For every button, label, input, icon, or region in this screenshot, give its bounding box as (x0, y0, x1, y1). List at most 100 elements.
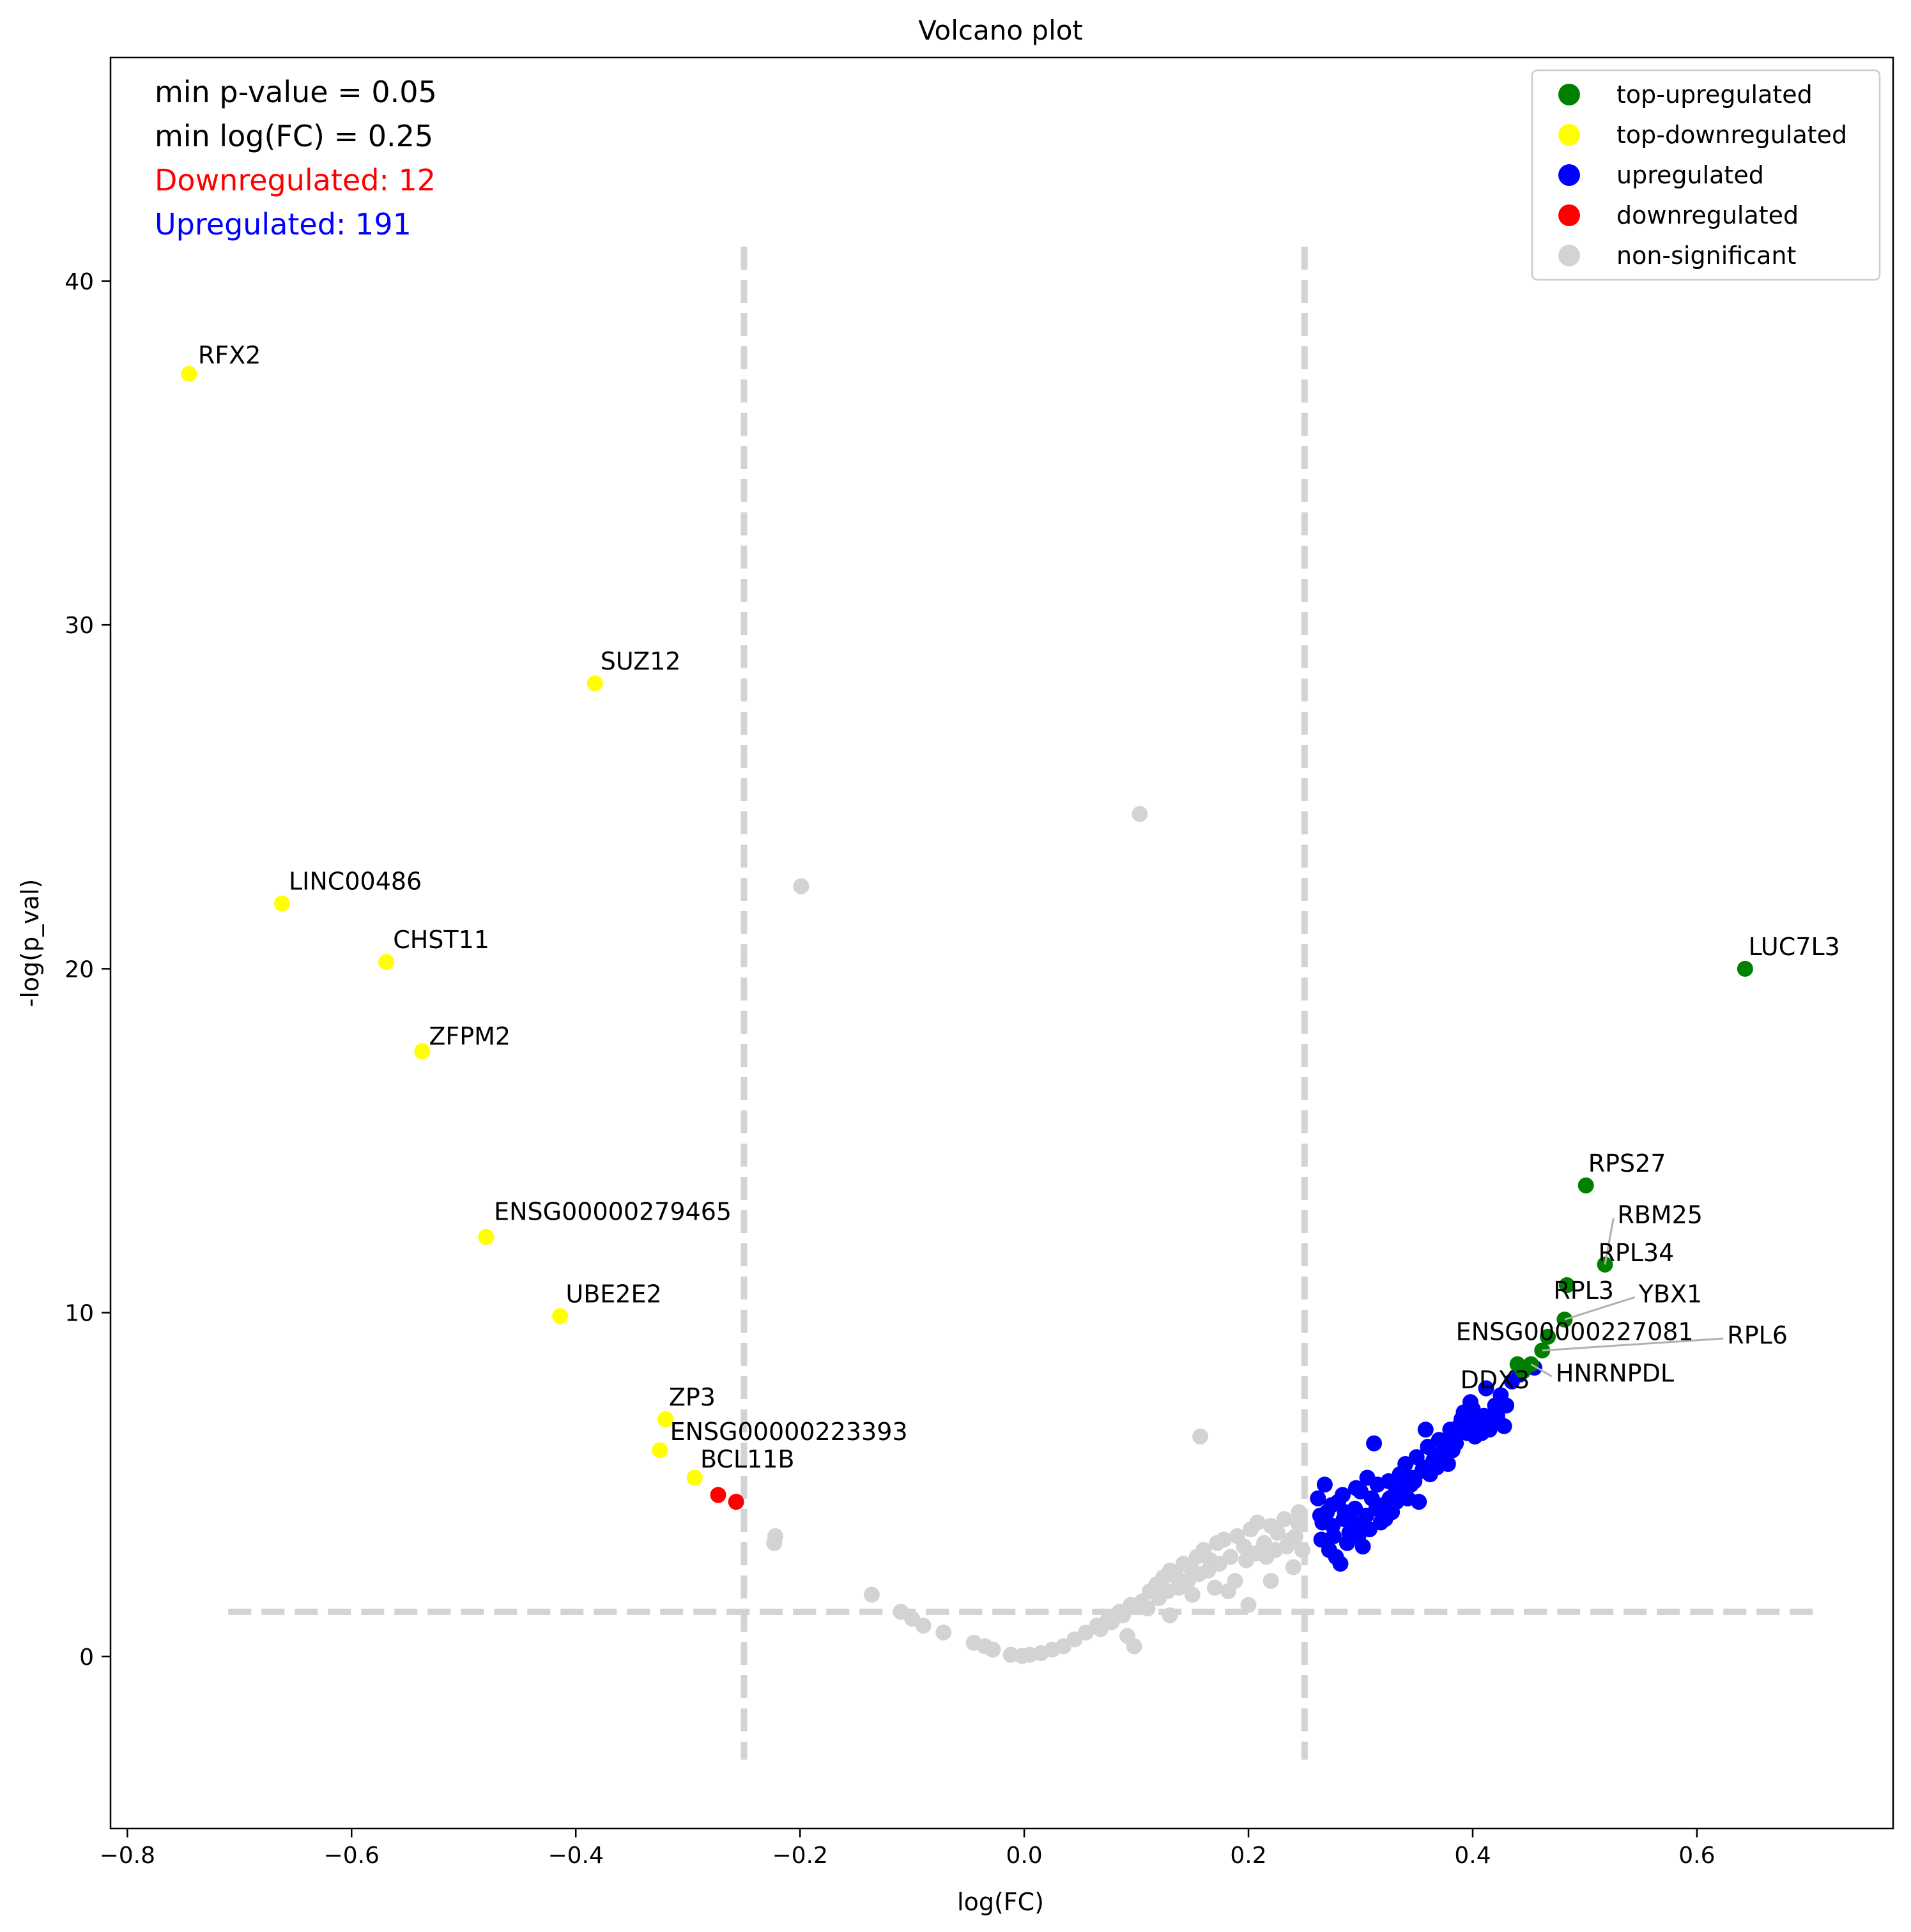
stats-annotations: min p-value = 0.05 min log(FC) = 0.25 Do… (155, 75, 437, 241)
point-top-downregulated-9 (686, 1469, 703, 1486)
legend-marker-top-upregulated (1558, 84, 1580, 105)
point-top-downregulated-4 (414, 1043, 431, 1060)
point-non-significant-0 (1132, 806, 1148, 822)
point-upregulated-55 (1411, 1494, 1427, 1510)
leader-line-rpl6 (1542, 1337, 1724, 1352)
x-axis-label: log(FC) (957, 1888, 1044, 1916)
point-upregulated-45 (1355, 1538, 1371, 1555)
legend: top-upregulated top-downregulated upregu… (1531, 69, 1881, 281)
point-label-zfpm2: ZFPM2 (429, 1022, 510, 1050)
point-upregulated-47 (1366, 1435, 1383, 1452)
annotation-min-logfc: min log(FC) = 0.25 (155, 119, 433, 153)
point-label-rps27: RPS27 (1588, 1149, 1666, 1177)
leader-line-hnrnpdl (1530, 1363, 1553, 1377)
point-label-rfx2: RFX2 (198, 341, 261, 369)
point-non-significant-75 (1262, 1572, 1279, 1589)
point-non-significant-77 (1291, 1504, 1307, 1521)
point-non-significant-12 (985, 1641, 1001, 1658)
point-label-ensg00000279465: ENSG00000279465 (494, 1197, 732, 1225)
point-label-hnrnpdl: HNRNPDL (1556, 1359, 1674, 1387)
point-non-significant-66 (1287, 1528, 1304, 1544)
legend-entry-top-downregulated: top-downregulated (1558, 121, 1847, 149)
point-upregulated-0 (1478, 1380, 1494, 1397)
point-upregulated-60 (1439, 1455, 1456, 1472)
point-label-zp3: ZP3 (669, 1383, 716, 1411)
point-non-significant-8 (915, 1617, 932, 1634)
y-tick-label-0: 0 (79, 1644, 94, 1671)
point-upregulated-76 (1312, 1507, 1328, 1524)
legend-label-top-downregulated: top-downregulated (1616, 121, 1847, 149)
point-non-significant-43 (1249, 1514, 1266, 1531)
point-label-suz12: SUZ12 (601, 647, 681, 675)
point-non-significant-46 (1270, 1524, 1286, 1541)
point-upregulated-66 (1473, 1425, 1490, 1441)
x-tick-label-0-6: −0.6 (324, 1843, 380, 1869)
x-tick-label-0-4: 0.4 (1454, 1843, 1491, 1869)
x-tick-label-0-8: −0.8 (100, 1843, 155, 1869)
leader-lines (1530, 1218, 1724, 1377)
x-tick-label-0-6: 0.6 (1678, 1843, 1715, 1869)
x-tick-label-0-2: 0.2 (1230, 1843, 1266, 1869)
point-label-ddx3: DDX3 (1461, 1366, 1530, 1394)
point-top-upregulated-0 (1737, 960, 1753, 977)
point-upregulated-33 (1498, 1397, 1515, 1414)
point-upregulated-77 (1325, 1528, 1342, 1544)
point-upregulated-88 (1460, 1411, 1477, 1427)
y-tick-label-30: 30 (65, 613, 94, 639)
point-top-downregulated-2 (273, 895, 290, 912)
point-top-downregulated-7 (657, 1411, 674, 1427)
point-labels: DDX3 LUC7L3 RPS27 RBM25 RPL34 YBX1 RPL3 RPL6 ENS… (198, 341, 1840, 1473)
point-non-significant-4 (766, 1535, 783, 1551)
point-label-chst11: CHST11 (393, 926, 489, 954)
annotation-min-p-value: min p-value = 0.05 (155, 75, 437, 109)
point-top-downregulated-5 (478, 1229, 495, 1245)
point-non-significant-70 (1119, 1628, 1136, 1644)
point-upregulated-86 (1438, 1435, 1454, 1452)
point-label-rpl3: RPL3 (1553, 1276, 1614, 1305)
point-non-significant-73 (1206, 1579, 1223, 1596)
point-upregulated-84 (1415, 1459, 1432, 1476)
point-non-significant-50 (1294, 1542, 1310, 1558)
legend-label-downregulated: downregulated (1616, 201, 1799, 229)
point-top-downregulated-1 (587, 675, 603, 692)
point-downregulated-1 (728, 1494, 744, 1510)
legend-marker-upregulated (1558, 164, 1580, 186)
point-non-significant-60 (1227, 1572, 1243, 1589)
point-top-downregulated-8 (652, 1442, 668, 1459)
plot-frame (109, 56, 1894, 1830)
chart-title: Volcano plot (918, 15, 1083, 46)
legend-entry-non-significant: non-significant (1558, 241, 1796, 270)
point-upregulated-80 (1368, 1500, 1385, 1517)
point-non-significant-51 (1139, 1600, 1156, 1617)
point-top-downregulated-0 (181, 365, 197, 382)
point-non-significant-72 (1184, 1586, 1201, 1603)
point-top-downregulated-6 (552, 1308, 569, 1324)
point-upregulated-41 (1332, 1556, 1349, 1572)
point-upregulated-56 (1417, 1422, 1434, 1438)
y-axis-label: -log(p_val) (16, 879, 44, 1008)
legend-frame (1531, 69, 1881, 281)
point-upregulated-81 (1381, 1490, 1398, 1506)
point-upregulated-85 (1426, 1449, 1443, 1466)
point-label-luc7l3: LUC7L3 (1749, 933, 1840, 961)
point-upregulated-74 (1347, 1480, 1364, 1496)
point-non-significant-47 (1276, 1511, 1293, 1528)
x-tick-label-0-4: −0.4 (548, 1843, 603, 1869)
point-non-significant-76 (1285, 1559, 1301, 1575)
point-label-ube2e2: UBE2E2 (565, 1280, 661, 1308)
legend-entry-downregulated: downregulated (1558, 201, 1799, 229)
point-non-significant-58 (1211, 1556, 1227, 1572)
point-downregulated-0 (710, 1487, 726, 1503)
legend-label-upregulated: upregulated (1616, 161, 1764, 189)
legend-label-top-upregulated: top-upregulated (1616, 80, 1813, 109)
point-non-significant-38 (1215, 1531, 1232, 1548)
point-top-downregulated-3 (378, 954, 395, 970)
point-label-bcl11b: BCL11B (700, 1445, 795, 1473)
point-non-significant-2 (1192, 1428, 1209, 1445)
point-upregulated-73 (1334, 1487, 1351, 1503)
point-upregulated-75 (1359, 1469, 1376, 1486)
threshold-lines (228, 247, 1820, 1760)
point-upregulated-79 (1353, 1517, 1369, 1534)
legend-label-non-significant: non-significant (1616, 241, 1796, 270)
point-label-rpl6: RPL6 (1727, 1321, 1788, 1349)
